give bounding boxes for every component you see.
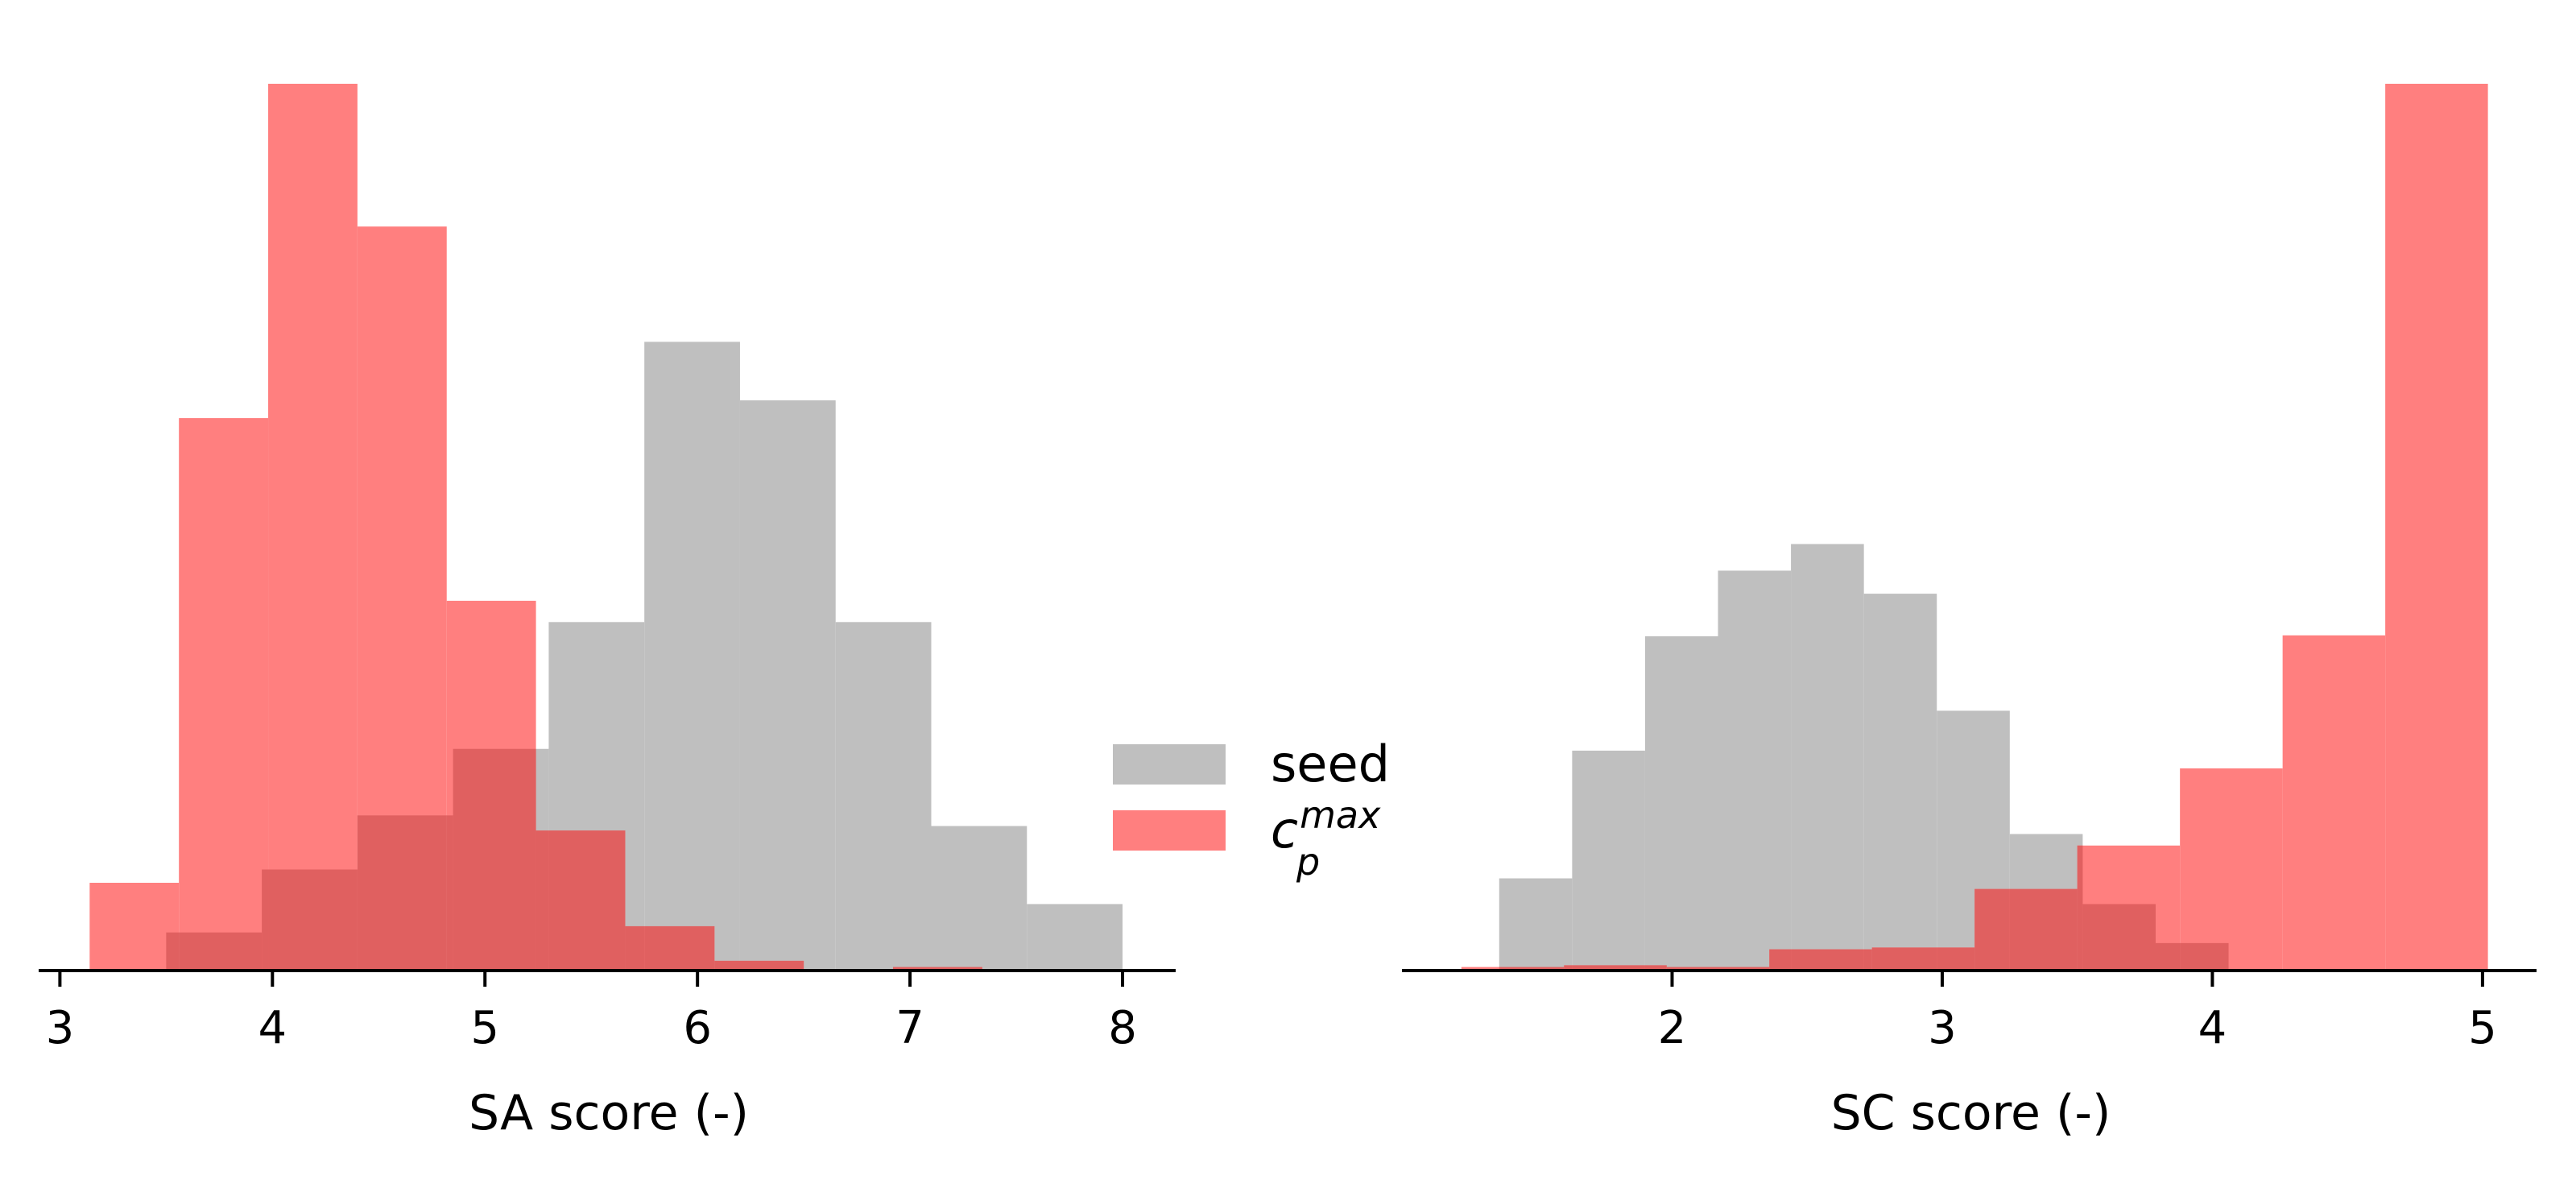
bar-seed-5 bbox=[1863, 594, 1937, 971]
overlap-bar-13 bbox=[2077, 845, 2083, 971]
overlap-bar-7 bbox=[1791, 949, 1864, 971]
legend-swatch-seed bbox=[1113, 744, 1226, 785]
legend-label-cp-max-base: c bbox=[1271, 801, 1298, 859]
overlap-bar-8 bbox=[548, 830, 626, 971]
legend-label-cp-max: cmax p bbox=[1271, 793, 1381, 884]
overlap-bar-10 bbox=[644, 925, 715, 971]
overlap-bar-4 bbox=[357, 815, 447, 971]
overlap-bar-16 bbox=[2180, 942, 2229, 971]
overlap-1 bbox=[1499, 845, 2229, 971]
sc-score-histogram: 2 3 4 5 SC score (-) bbox=[1402, 84, 2537, 1141]
bar-seed-6 bbox=[739, 400, 836, 971]
legend-label-seed: seed bbox=[1271, 735, 1390, 793]
x-tick-label: 3 bbox=[1928, 1002, 1957, 1054]
bar-cp_max-8 bbox=[2282, 635, 2386, 971]
overlap-bar-11 bbox=[1974, 888, 2010, 971]
bar-seed-8 bbox=[931, 826, 1028, 971]
overlap-bar-10 bbox=[1937, 947, 1975, 971]
overlap-bar-3 bbox=[268, 869, 358, 971]
bar-seed-4 bbox=[1791, 544, 1864, 971]
overlap-bar-2 bbox=[1572, 965, 1645, 971]
overlap-bar-0 bbox=[166, 932, 180, 971]
x-axis-title: SC score (-) bbox=[1831, 1085, 2111, 1141]
x-tick-label: 4 bbox=[2198, 1002, 2227, 1054]
overlap-bar-9 bbox=[1871, 947, 1937, 971]
bar-seed-3 bbox=[1718, 570, 1792, 971]
overlap-bar-11 bbox=[714, 960, 740, 971]
series-seed bbox=[1499, 544, 2229, 971]
overlap-bar-0 bbox=[1499, 967, 1565, 971]
overlap-bar-1 bbox=[179, 932, 263, 971]
bar-seed-1 bbox=[1572, 750, 1645, 971]
bar-cp_max-1 bbox=[179, 418, 269, 971]
x-tick-label: 8 bbox=[1108, 1002, 1137, 1054]
bar-seed-5 bbox=[644, 342, 740, 971]
x-tick-label: 2 bbox=[1658, 1002, 1687, 1054]
overlap-bar-5 bbox=[1718, 967, 1770, 971]
bar-seed-2 bbox=[1644, 636, 1718, 971]
bar-seed-0 bbox=[1499, 878, 1573, 971]
overlap-bar-14 bbox=[2082, 904, 2156, 971]
legend-label-cp-max-sub: p bbox=[1296, 840, 1320, 884]
x-tick-label: 5 bbox=[470, 1002, 499, 1054]
x-axis-title: SA score (-) bbox=[469, 1085, 749, 1141]
x-tick-label: 4 bbox=[258, 1002, 287, 1054]
x-tick-label: 5 bbox=[2468, 1002, 2497, 1054]
overlap-bar-3 bbox=[1644, 965, 1667, 971]
bar-cp_max-0 bbox=[89, 883, 180, 971]
overlap-bar-2 bbox=[262, 869, 269, 971]
overlap-0 bbox=[166, 748, 982, 971]
overlap-bar-8 bbox=[1863, 949, 1872, 971]
overlap-bar-15 bbox=[2155, 942, 2181, 971]
bar-cp_max-7 bbox=[2180, 768, 2283, 971]
overlap-bar-1 bbox=[1564, 965, 1573, 971]
overlap-bar-6 bbox=[1769, 949, 1792, 971]
overlap-bar-12 bbox=[2009, 888, 2078, 971]
overlap-bar-13 bbox=[892, 967, 932, 971]
legend-swatch-cp-max bbox=[1113, 810, 1226, 851]
sa-score-histogram: 3 4 5 6 7 8 SA score (-) bbox=[39, 84, 1176, 1141]
overlap-bar-7 bbox=[535, 830, 549, 971]
x-tick-label: 6 bbox=[683, 1002, 712, 1054]
bar-cp_max-9 bbox=[2385, 84, 2488, 971]
overlap-bar-4 bbox=[1666, 967, 1718, 971]
overlap-bar-9 bbox=[625, 925, 645, 971]
x-tick-label: 7 bbox=[895, 1002, 924, 1054]
bar-seed-7 bbox=[835, 622, 932, 971]
legend-label-cp-max-sup: max bbox=[1300, 793, 1381, 837]
x-tick-label: 3 bbox=[46, 1002, 75, 1054]
bar-cp_max-2 bbox=[268, 84, 358, 971]
bar-seed-9 bbox=[1027, 904, 1123, 971]
overlap-bar-5 bbox=[446, 815, 453, 971]
overlap-bar-6 bbox=[453, 748, 536, 971]
legend: seed cmax p bbox=[1113, 735, 1390, 884]
overlap-bar-12 bbox=[739, 960, 804, 971]
overlap-bar-14 bbox=[931, 967, 982, 971]
